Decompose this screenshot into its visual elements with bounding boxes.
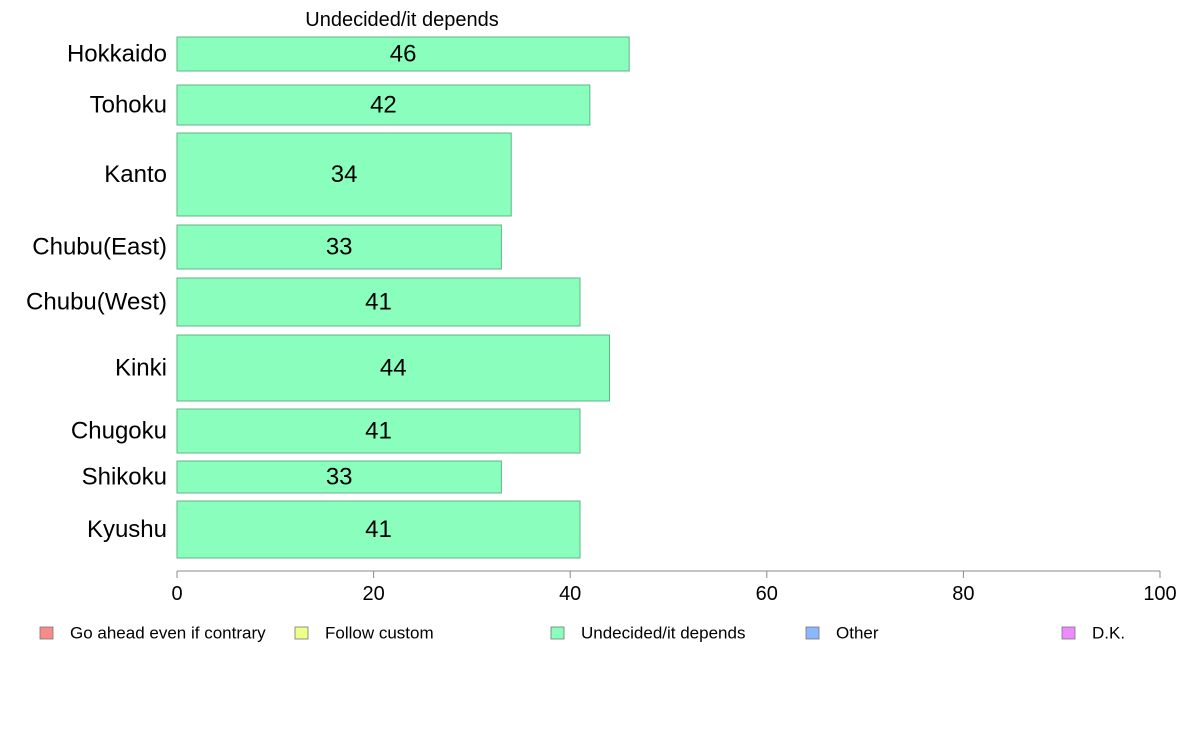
bar-tohoku <box>176 84 591 126</box>
bar-shikoku <box>176 460 502 494</box>
category-label: Chugoku <box>71 418 167 445</box>
bars-group: Hokkaido 46 Tohoku 42 Kanto 34 Chubu(East) 33 Ch… <box>26 36 630 559</box>
chart-title: Undecided/it depends <box>305 9 498 31</box>
legend-swatch <box>294 626 309 640</box>
x-tick-label: 60 <box>756 583 778 605</box>
data-label: 33 <box>326 234 353 261</box>
x-axis: 0 20 40 60 80 100 <box>171 570 1177 605</box>
legend-swatch <box>550 626 565 640</box>
x-tick-label: 40 <box>559 583 581 605</box>
category-label: Chubu(East) <box>32 234 167 261</box>
bar-hokkaido <box>176 36 630 72</box>
data-label: 41 <box>365 418 392 445</box>
category-label: Tohoku <box>90 92 167 119</box>
data-label: 42 <box>370 92 397 119</box>
data-label: 41 <box>365 289 392 316</box>
x-tick-label: 80 <box>952 583 974 605</box>
x-tick-label: 20 <box>362 583 384 605</box>
legend-label: Undecided/it depends <box>581 624 745 643</box>
legend-swatch <box>39 626 54 640</box>
bar-kinki <box>176 334 611 402</box>
legend-label: Go ahead even if contrary <box>70 624 266 643</box>
category-label: Hokkaido <box>67 41 167 68</box>
category-label: Kyushu <box>87 516 167 543</box>
legend-swatch <box>1061 626 1076 640</box>
legend-label: D.K. <box>1092 624 1125 643</box>
data-label: 33 <box>326 464 353 491</box>
legend-swatch <box>805 626 820 640</box>
legend-label: Other <box>836 624 879 643</box>
bar-chubu-east- <box>176 224 502 270</box>
data-label: 44 <box>380 355 407 382</box>
bar-chugoku <box>176 408 581 454</box>
legend-label: Follow custom <box>325 624 434 643</box>
x-tick-label: 0 <box>171 583 182 605</box>
bar-kyushu <box>176 500 581 559</box>
category-label: Kinki <box>115 355 167 382</box>
bar-chubu-west- <box>176 277 581 327</box>
category-label: Shikoku <box>82 464 167 491</box>
x-tick-label: 100 <box>1143 583 1176 605</box>
legend: Go ahead even if contrary Follow custom Un… <box>39 624 1125 643</box>
data-label: 34 <box>331 161 358 188</box>
bar-kanto <box>176 132 512 217</box>
data-label: 46 <box>390 41 417 68</box>
category-label: Kanto <box>104 161 167 188</box>
category-label: Chubu(West) <box>26 289 167 316</box>
data-label: 41 <box>365 516 392 543</box>
